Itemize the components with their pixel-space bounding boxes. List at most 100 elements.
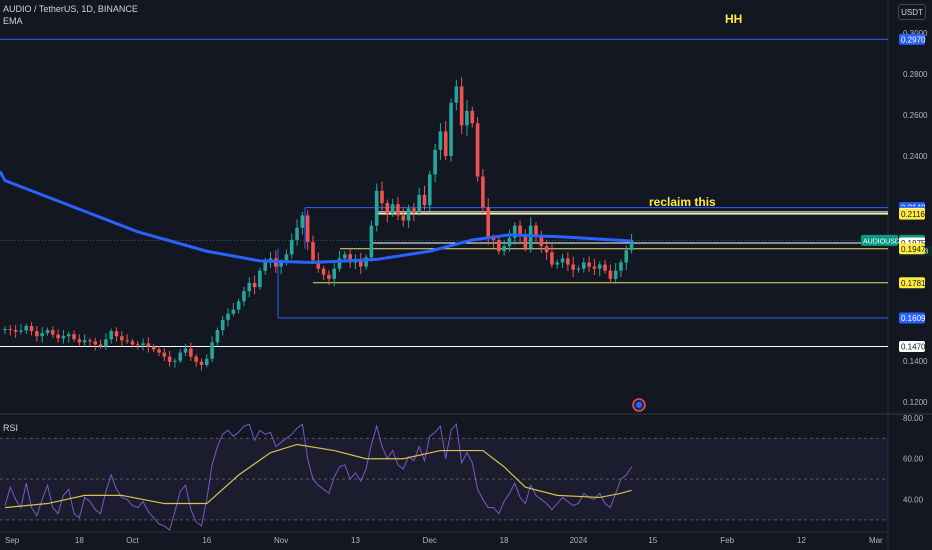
- time-tick-label: 2024: [570, 536, 588, 545]
- candle-body: [146, 343, 151, 347]
- price-label-value: 0.2116: [901, 210, 925, 219]
- candle-body: [247, 282, 252, 292]
- price-label-value: 0.1470: [901, 342, 926, 351]
- axes: 0.3000 0.2800 0.2600 0.2400 0.1400 0.1200 80.0…: [5, 29, 928, 545]
- candle-body: [608, 270, 613, 279]
- candle-body: [316, 260, 321, 269]
- candle-body: [449, 102, 453, 156]
- candle-body: [491, 237, 496, 240]
- candle-body: [417, 194, 421, 213]
- rsi-tick-label: 40.00: [903, 495, 924, 504]
- time-tick-label: 12: [797, 536, 806, 545]
- candle-body: [587, 262, 591, 267]
- rsi-tick-label: 80.00: [903, 414, 924, 423]
- candle-body: [289, 239, 294, 255]
- candle-body: [438, 131, 443, 150]
- time-tick-label: 18: [75, 536, 84, 545]
- candle-body: [348, 254, 352, 263]
- candle-body: [167, 356, 172, 362]
- time-tick-label: Sep: [5, 536, 20, 545]
- ema-indicator-label[interactable]: EMA: [3, 16, 23, 26]
- rsi-tick-label: 60.00: [903, 455, 924, 464]
- candle-body: [93, 341, 98, 345]
- symbol-title: AUDIO / TetherUS, 1D, BINANCE: [3, 4, 138, 14]
- price-label-value: 0.2970: [901, 35, 926, 44]
- candle-body: [486, 207, 491, 238]
- candle-body: [550, 252, 554, 265]
- candle-body: [481, 176, 485, 208]
- price-tick-label: 0.1200: [903, 398, 928, 407]
- rsi-indicator-label[interactable]: RSI: [3, 423, 19, 433]
- price-tick-label: 0.1400: [903, 357, 928, 366]
- candle-body: [242, 291, 246, 302]
- currency-button[interactable]: USDT: [898, 4, 926, 20]
- price-tick-label: 0.2800: [903, 70, 928, 79]
- candle-body: [199, 361, 204, 365]
- candle-body: [470, 110, 475, 124]
- candle-body: [428, 174, 432, 206]
- candle-body: [300, 215, 305, 228]
- time-tick-label: 13: [351, 536, 360, 545]
- price-tick-label: 0.3000: [903, 29, 928, 38]
- price-label-value: 0.1781: [901, 279, 926, 288]
- candle-body: [284, 254, 289, 263]
- candle-body: [61, 336, 66, 339]
- candle-body: [194, 356, 198, 362]
- candle-body: [358, 260, 363, 267]
- candle-body: [125, 340, 129, 342]
- candle-body: [77, 339, 82, 343]
- candle-body: [82, 340, 87, 343]
- candle-body: [40, 333, 44, 337]
- price-label-box: [899, 340, 925, 352]
- candle-body: [603, 264, 607, 271]
- candle-body: [45, 330, 50, 334]
- candle-body: [581, 262, 586, 269]
- candle-body: [433, 149, 437, 175]
- candle-body: [380, 190, 384, 204]
- candle-body: [571, 264, 575, 270]
- candle-body: [624, 250, 629, 263]
- candle-body: [189, 348, 193, 357]
- candle-body: [597, 264, 602, 269]
- candle-body: [151, 346, 156, 350]
- candle-body: [576, 268, 581, 270]
- candle-body: [523, 235, 528, 249]
- symbol-tag: AUDIOUSDT: [863, 238, 905, 245]
- candle-body: [364, 257, 368, 267]
- candle-body: [465, 110, 469, 126]
- candle-body: [141, 343, 145, 346]
- price-tick-label: 0.2600: [903, 111, 928, 120]
- candle-body: [120, 336, 124, 341]
- candle-body: [295, 227, 299, 240]
- candle-body: [279, 262, 283, 267]
- candle-body: [406, 208, 411, 221]
- candle-body: [475, 123, 480, 177]
- candle-body: [220, 319, 225, 331]
- candle-body: [566, 258, 570, 265]
- candle-body: [236, 301, 241, 310]
- candle-body: [332, 268, 337, 279]
- candle-body: [629, 240, 634, 251]
- candle-body: [443, 131, 448, 156]
- candle-body: [109, 331, 113, 340]
- candle-body: [544, 246, 549, 253]
- candle-body: [114, 331, 119, 337]
- rsi-ma-line: [4, 443, 632, 509]
- candle-body: [327, 274, 331, 279]
- candle-body: [204, 358, 209, 365]
- price-labels: 0.29700.21480.21270.21200.21160.1988AUDI…: [861, 33, 932, 352]
- candle-body: [35, 331, 39, 337]
- candle-body: [412, 208, 416, 213]
- candle-body: [592, 266, 597, 269]
- price-tick-label: 0.2400: [903, 152, 928, 161]
- dividend-event-icon[interactable]: [632, 398, 646, 412]
- candle-body: [613, 270, 618, 279]
- time-tick-label: Oct: [126, 536, 139, 545]
- candle-body: [98, 344, 103, 347]
- price-label-box: [899, 208, 925, 220]
- candle-body: [130, 341, 135, 345]
- candle-body: [459, 86, 464, 126]
- candle-body: [305, 215, 310, 243]
